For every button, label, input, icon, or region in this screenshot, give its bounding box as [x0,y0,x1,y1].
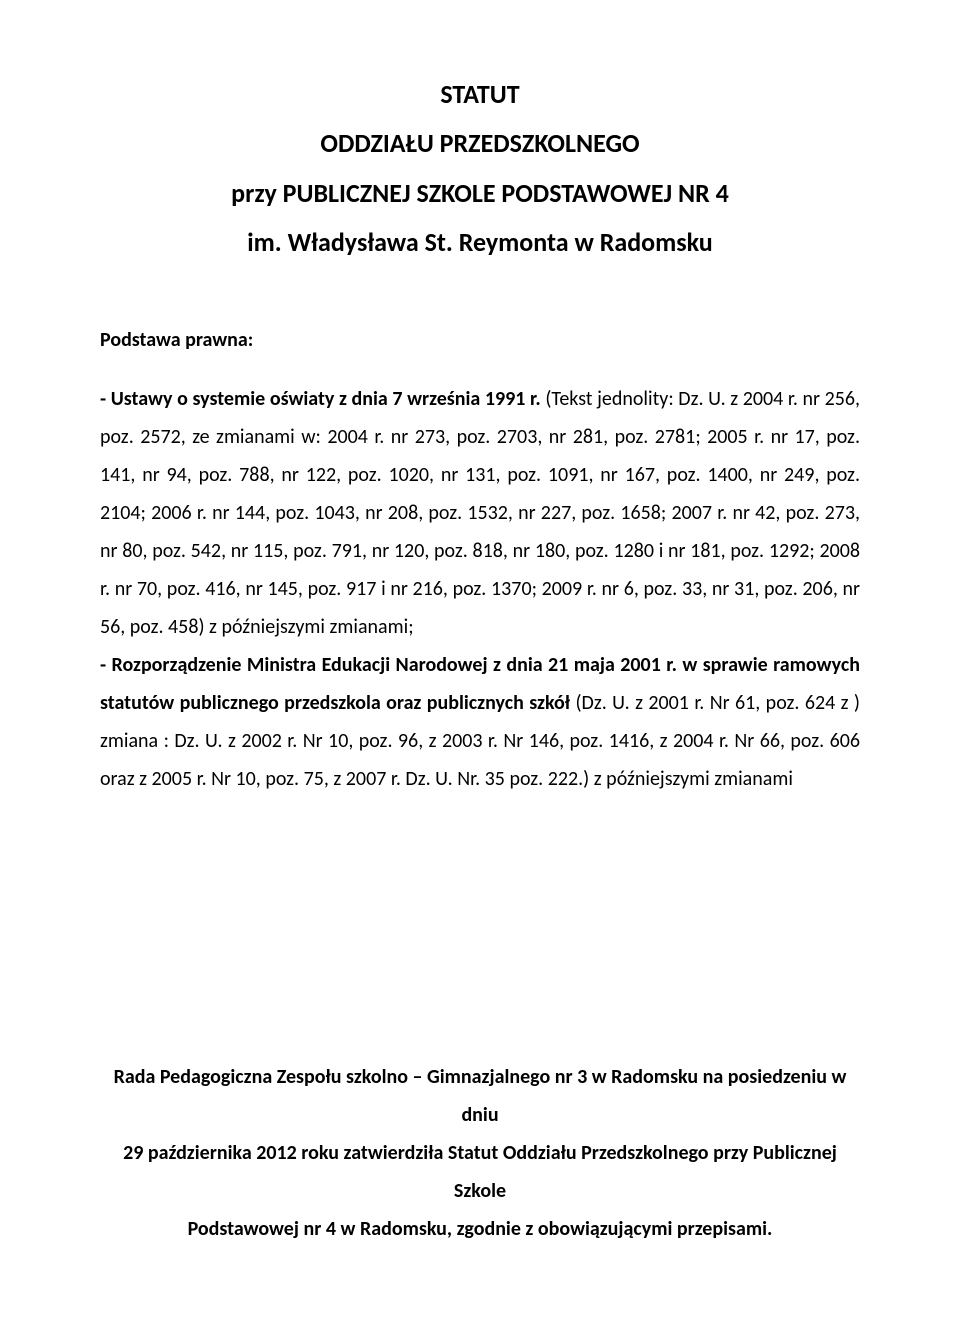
legal-basis-paragraph-2: - Rozporządzenie Ministra Edukacji Narod… [100,646,860,798]
approval-line-1: Rada Pedagogiczna Zespołu szkolno – Gimn… [100,1058,860,1134]
approval-line-2: 29 października 2012 roku zatwierdziła S… [100,1134,860,1210]
legal-basis-body: - Ustawy o systemie oświaty z dnia 7 wrz… [100,380,860,798]
act-reference-details: (Tekst jednolity: Dz. U. z 2004 r. nr 25… [100,387,860,639]
document-page: STATUT ODDZIAŁU PRZEDSZKOLNEGO przy PUBL… [0,0,960,1326]
title-line-1: STATUT [100,70,860,119]
title-line-3: przy PUBLICZNEJ SZKOLE PODSTAWOWEJ NR 4 [100,169,860,218]
act-reference-bold: - Ustawy o systemie oświaty z dnia 7 wrz… [100,387,541,411]
title-line-4: im. Władysława St. Reymonta w Radomsku [100,218,860,267]
title-line-2: ODDZIAŁU PRZEDSZKOLNEGO [100,119,860,168]
legal-basis-label: Podstawa prawna: [100,328,860,352]
legal-basis-paragraph-1: - Ustawy o systemie oświaty z dnia 7 wrz… [100,380,860,646]
approval-line-3: Podstawowej nr 4 w Radomsku, zgodnie z o… [100,1210,860,1248]
approval-statement: Rada Pedagogiczna Zespołu szkolno – Gimn… [100,1058,860,1248]
document-title: STATUT ODDZIAŁU PRZEDSZKOLNEGO przy PUBL… [100,70,860,268]
